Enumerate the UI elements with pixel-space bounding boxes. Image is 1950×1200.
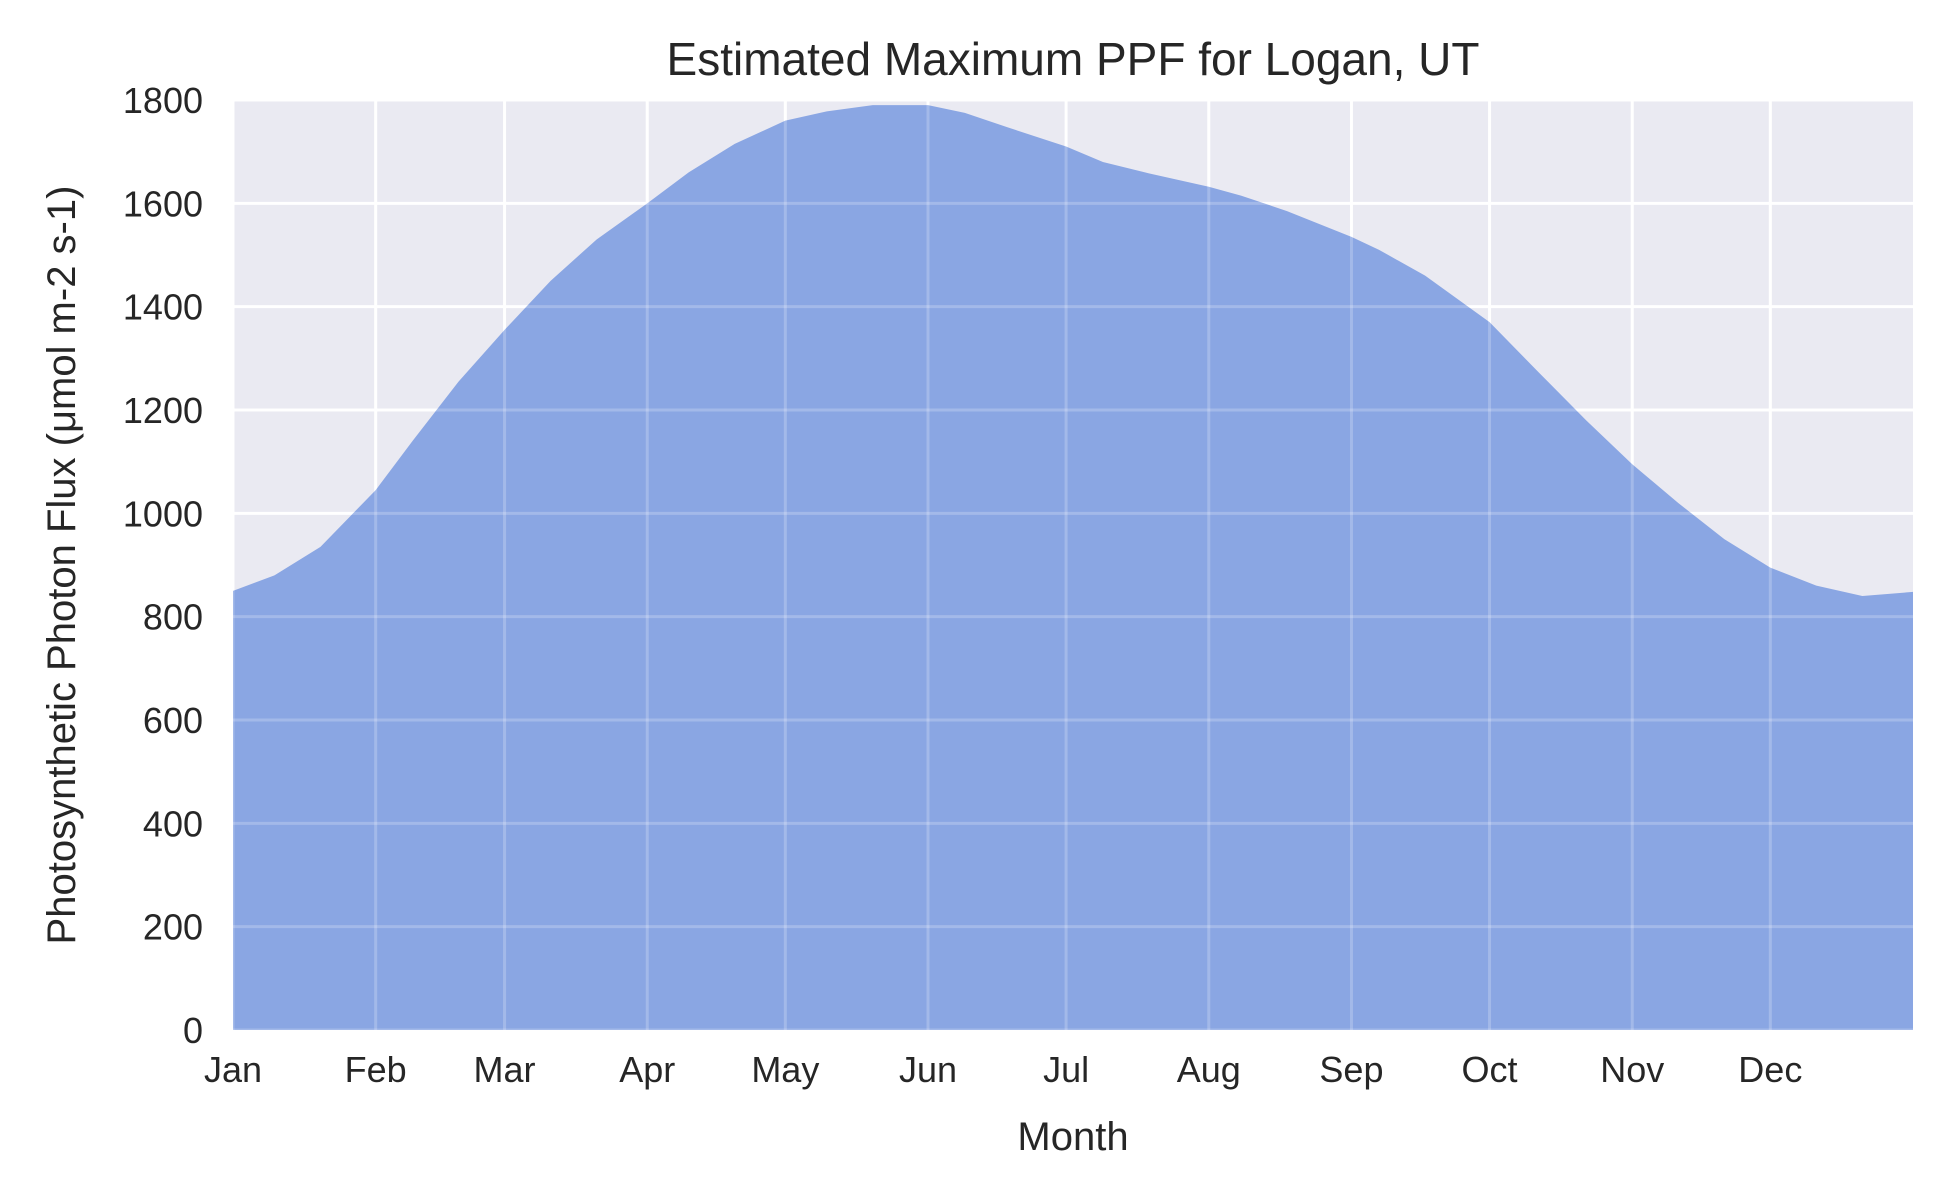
y-tick-label: 0 bbox=[183, 1010, 203, 1051]
x-tick-label: May bbox=[751, 1049, 819, 1090]
x-tick-label: Jan bbox=[204, 1049, 262, 1090]
chart-title: Estimated Maximum PPF for Logan, UT bbox=[667, 33, 1480, 85]
x-tick-label: Oct bbox=[1462, 1049, 1518, 1090]
y-tick-labels: 0 200 400 600 800 1000 1200 1400 1600 1800 bbox=[123, 80, 203, 1051]
y-tick-label: 800 bbox=[143, 597, 203, 638]
x-tick-label: Jul bbox=[1043, 1049, 1089, 1090]
y-tick-label: 400 bbox=[143, 803, 203, 844]
x-tick-label: Jun bbox=[899, 1049, 957, 1090]
grid-overlay bbox=[231, 98, 1913, 1032]
x-tick-label: Aug bbox=[1177, 1049, 1241, 1090]
x-tick-label: Sep bbox=[1319, 1049, 1383, 1090]
y-tick-label: 1600 bbox=[123, 183, 203, 224]
x-axis-title: Month bbox=[1017, 1115, 1128, 1159]
x-tick-label: Mar bbox=[474, 1049, 536, 1090]
x-tick-label: Nov bbox=[1600, 1049, 1664, 1090]
y-tick-label: 1800 bbox=[123, 80, 203, 121]
x-tick-label: Feb bbox=[345, 1049, 407, 1090]
y-tick-label: 600 bbox=[143, 700, 203, 741]
y-tick-label: 1000 bbox=[123, 493, 203, 534]
y-tick-label: 1200 bbox=[123, 390, 203, 431]
x-tick-labels: Jan Feb Mar Apr May Jun Jul Aug Sep Oct Nov Dec bbox=[204, 1049, 1802, 1090]
x-tick-label: Dec bbox=[1738, 1049, 1802, 1090]
y-axis-title: Photosynthetic Photon Flux (μmol m-2 s-1… bbox=[40, 186, 84, 945]
ppf-area-series bbox=[233, 105, 1913, 1030]
x-tick-label: Apr bbox=[619, 1049, 675, 1090]
y-tick-label: 1400 bbox=[123, 287, 203, 328]
y-tick-label: 200 bbox=[143, 907, 203, 948]
